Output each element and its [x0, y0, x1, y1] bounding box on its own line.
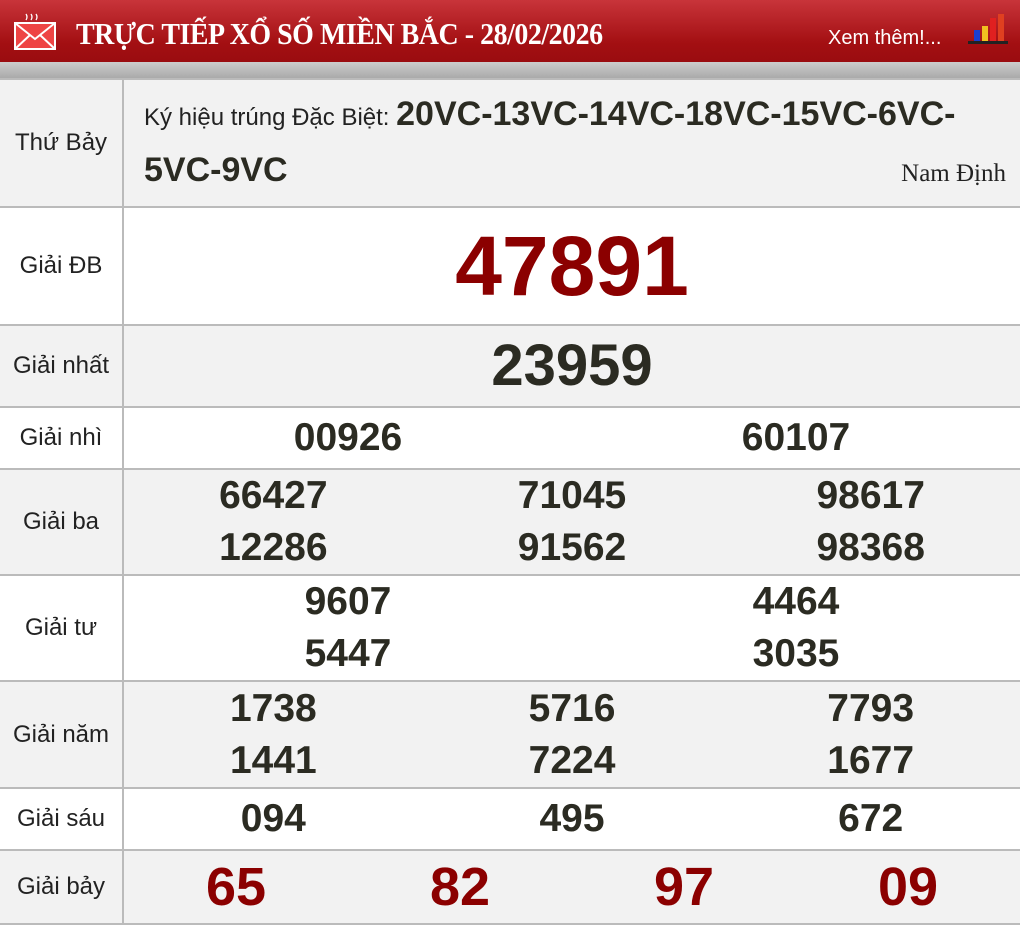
- prize-number: 1677: [827, 738, 915, 782]
- special-symbols: Ký hiệu trúng Đặc Biệt: 20VC-13VC-14VC-1…: [123, 78, 1020, 208]
- prize-number: 65: [205, 857, 267, 917]
- prize-label: Giải tư: [0, 574, 124, 682]
- prize-label: Giải sáu: [0, 787, 124, 851]
- symbol-codes: 20VC-13VC-14VC-18VC-15VC-6VC-5VC-9VC: [144, 95, 956, 189]
- prize-number: 1441: [229, 738, 317, 782]
- prize-number: 71045: [517, 474, 627, 517]
- symbol-label: Ký hiệu trúng Đặc Biệt:: [144, 104, 390, 131]
- prize-number: 9607: [304, 580, 392, 623]
- prize-number: 672: [838, 797, 904, 840]
- prize-number: 7793: [827, 686, 915, 730]
- prize-label: Giải bảy: [0, 849, 124, 925]
- prize-label: Giải năm: [0, 680, 124, 789]
- prize-number: 00926: [293, 416, 403, 459]
- prize-number: 23959: [491, 333, 653, 398]
- prize-number: 98368: [816, 526, 925, 569]
- prize-label: Giải nhất: [0, 324, 124, 408]
- prize-number: 5716: [528, 686, 616, 730]
- prize-number: 495: [539, 797, 605, 840]
- header-divider: [0, 62, 1020, 78]
- prize-number: 66427: [219, 474, 328, 517]
- prize-label: Giải ba: [0, 468, 124, 576]
- prize-label: Giải nhì: [0, 406, 124, 470]
- prize-number: 60107: [741, 416, 851, 459]
- prize-number: 82: [429, 857, 491, 917]
- prize-number: 7224: [528, 738, 616, 782]
- bar-chart-icon[interactable]: [968, 14, 1008, 44]
- prize-number: 91562: [517, 526, 627, 569]
- prize-number: 5447: [304, 632, 392, 675]
- prize-number: 47891: [455, 219, 689, 313]
- page-title: TRỰC TIẾP XỔ SỐ MIỀN BẮC - 28/02/2026: [76, 16, 603, 51]
- prize-number: 3035: [752, 632, 840, 675]
- prize-number: 4464: [752, 580, 840, 623]
- prize-number: 094: [240, 797, 306, 840]
- province: Nam Định: [901, 160, 1006, 187]
- mail-icon: [14, 13, 56, 50]
- day-label: Thứ Bảy: [0, 78, 124, 208]
- prize-label: Giải ĐB: [0, 206, 124, 326]
- prize-number: 98617: [816, 474, 925, 517]
- prize-number: 1738: [229, 686, 317, 730]
- see-more-link[interactable]: Xem thêm!...: [828, 27, 942, 49]
- results-table: Thứ Bảy Ký hiệu trúng Đặc Biệt: 20VC-13V…: [0, 78, 1020, 925]
- prize-number: 09: [877, 857, 939, 917]
- prize-number: 97: [653, 857, 715, 917]
- prize-number: 12286: [219, 526, 328, 569]
- header-bar: TRỰC TIẾP XỔ SỐ MIỀN BẮC - 28/02/2026 Xe…: [0, 0, 1020, 62]
